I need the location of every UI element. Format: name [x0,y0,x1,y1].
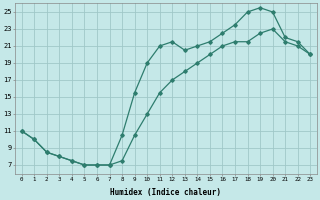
X-axis label: Humidex (Indice chaleur): Humidex (Indice chaleur) [110,188,221,197]
